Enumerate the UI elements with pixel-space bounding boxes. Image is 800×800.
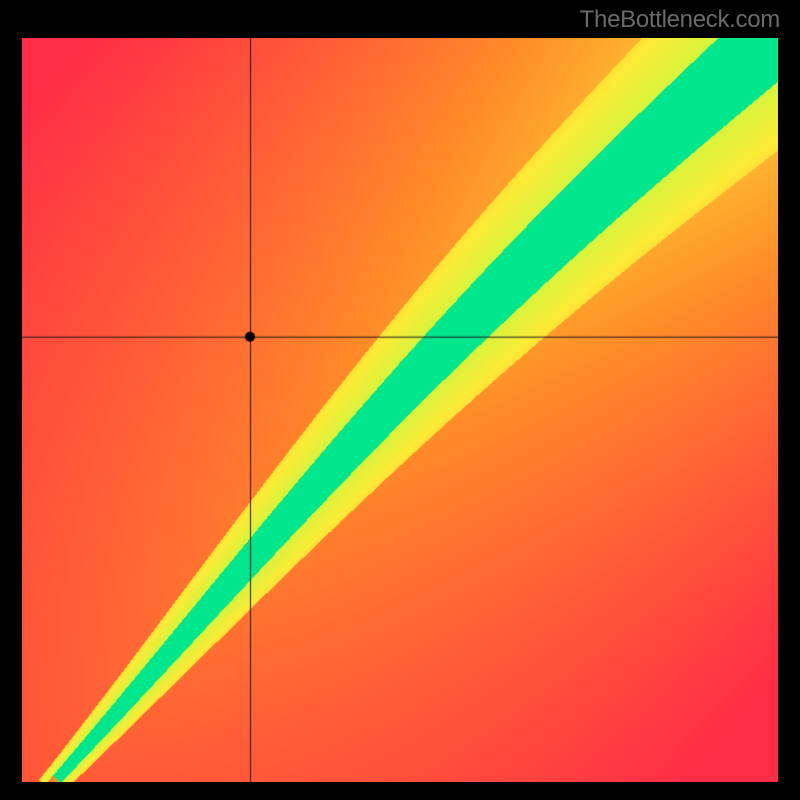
watermark-label: TheBottleneck.com [580,6,780,34]
heatmap-canvas [22,38,778,782]
chart-container: TheBottleneck.com [0,0,800,800]
